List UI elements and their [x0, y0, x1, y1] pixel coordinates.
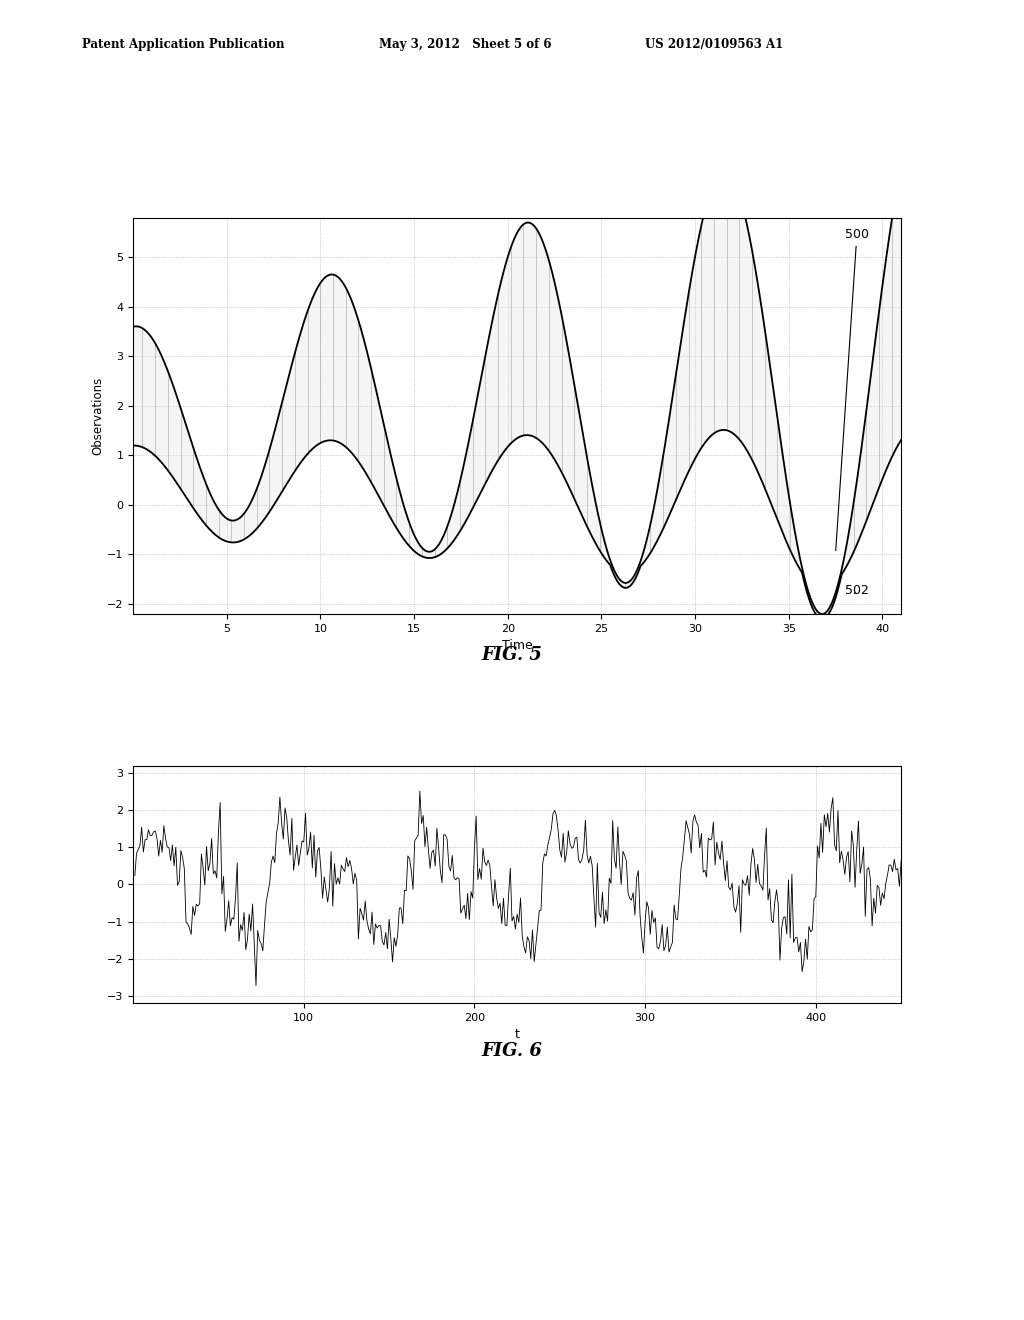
Text: 502: 502 [845, 583, 868, 597]
X-axis label: Time: Time [502, 639, 532, 652]
Y-axis label: Observations: Observations [91, 376, 104, 455]
Text: 500: 500 [836, 227, 869, 550]
Text: Patent Application Publication: Patent Application Publication [82, 37, 285, 50]
Text: US 2012/0109563 A1: US 2012/0109563 A1 [645, 37, 783, 50]
Text: FIG. 6: FIG. 6 [481, 1041, 543, 1060]
Text: FIG. 5: FIG. 5 [481, 645, 543, 664]
X-axis label: t: t [515, 1028, 519, 1041]
Text: May 3, 2012   Sheet 5 of 6: May 3, 2012 Sheet 5 of 6 [379, 37, 551, 50]
